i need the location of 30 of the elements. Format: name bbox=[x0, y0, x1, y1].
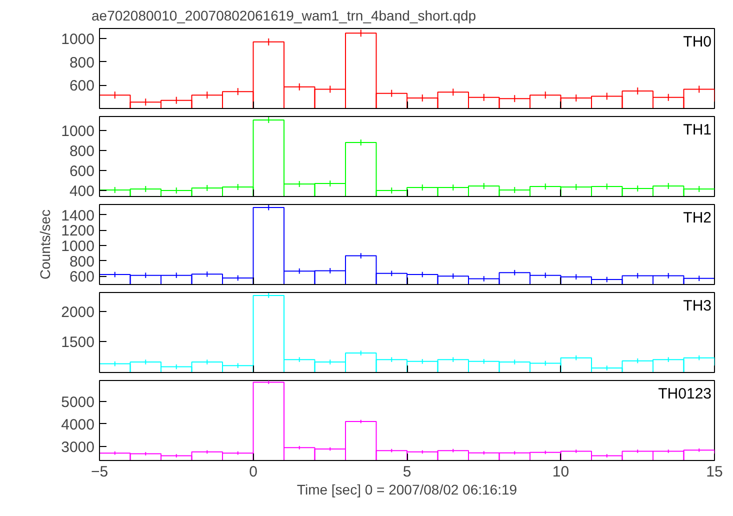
y-tick-label: 1200 bbox=[61, 222, 95, 240]
y-tick-label: 800 bbox=[69, 54, 95, 72]
y-tick-label: 1500 bbox=[61, 334, 95, 352]
y-tick-label: 600 bbox=[69, 163, 95, 180]
text: TH2 bbox=[683, 210, 712, 226]
x-tick-label: 15 bbox=[706, 464, 723, 480]
chart-title: ae702080010_20070802061619_wam1_trn_4band_short.qdp bbox=[92, 8, 476, 24]
y-tick-label: 4000 bbox=[61, 416, 95, 434]
y-tick-label: 800 bbox=[69, 253, 95, 270]
x-tick-label: −5 bbox=[90, 464, 108, 480]
y-tick-label: 3000 bbox=[61, 439, 95, 456]
x-tick-label: 10 bbox=[552, 464, 570, 480]
y-tick-label: 1000 bbox=[61, 238, 95, 255]
y-tick-label: 600 bbox=[69, 268, 95, 286]
y-tick-label: 800 bbox=[69, 143, 95, 160]
x-tick-label: 5 bbox=[402, 464, 412, 480]
y-tick-label: 2000 bbox=[61, 304, 95, 322]
y-tick-label: 5000 bbox=[61, 394, 95, 411]
y-tick-label: 1000 bbox=[61, 30, 95, 48]
text: TH3 bbox=[683, 298, 712, 314]
y-tick-label: 600 bbox=[69, 78, 95, 95]
text: TH1 bbox=[683, 122, 712, 138]
x-tick-label: 0 bbox=[249, 464, 258, 480]
y-tick-label: 400 bbox=[69, 183, 95, 200]
text: TH0123 bbox=[658, 386, 712, 402]
text: TH0 bbox=[683, 34, 712, 50]
y-tick-label: 1400 bbox=[61, 207, 95, 224]
y-tick-label: 1000 bbox=[61, 123, 95, 140]
x-axis-title: Time [sec] 0 = 2007/08/02 06:16:19 bbox=[296, 482, 518, 498]
y-axis-title: Counts/sec bbox=[37, 209, 54, 280]
